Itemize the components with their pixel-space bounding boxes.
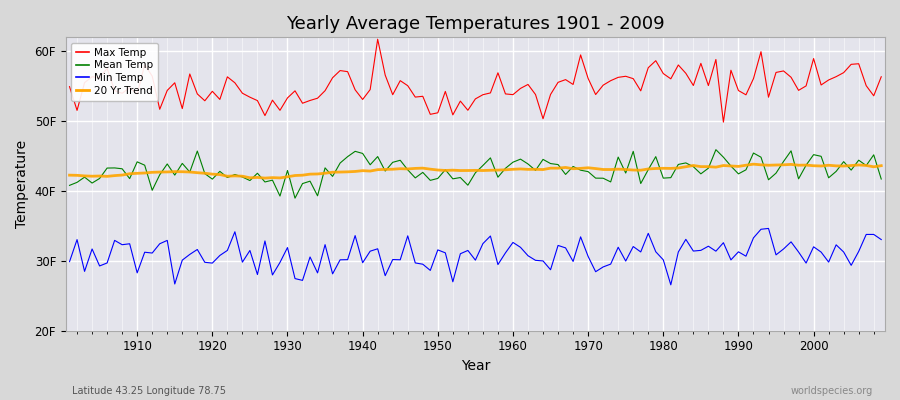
Text: worldspecies.org: worldspecies.org — [791, 386, 873, 396]
X-axis label: Year: Year — [461, 359, 491, 373]
Text: Latitude 43.25 Longitude 78.75: Latitude 43.25 Longitude 78.75 — [72, 386, 226, 396]
Legend: Max Temp, Mean Temp, Min Temp, 20 Yr Trend: Max Temp, Mean Temp, Min Temp, 20 Yr Tre… — [71, 42, 158, 101]
Y-axis label: Temperature: Temperature — [15, 140, 29, 228]
Title: Yearly Average Temperatures 1901 - 2009: Yearly Average Temperatures 1901 - 2009 — [286, 15, 665, 33]
